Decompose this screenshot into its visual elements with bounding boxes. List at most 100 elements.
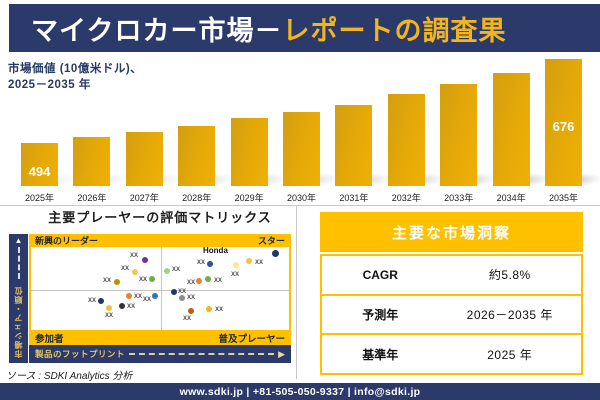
scatter-dot [196, 278, 202, 284]
arrow-right-icon: ▶ [278, 348, 285, 359]
quadrant-label-star: スター [257, 236, 285, 246]
y-axis-dashed-line [17, 247, 20, 279]
horizontal-divider [0, 205, 600, 206]
dot-label: XX [143, 297, 152, 303]
x-axis-tick-label: 2028年 [182, 193, 212, 203]
bar-2026年 [73, 137, 111, 186]
dot-label: XX [134, 294, 143, 300]
dot-label: XX [231, 272, 240, 278]
x-axis-tick-label: 2030年 [286, 193, 317, 203]
quadrant-label-participants: 参加者 [35, 333, 64, 345]
dot-label: XX [88, 298, 97, 304]
bar-2030年 [283, 112, 320, 186]
x-axis-tick-label: 2034年 [496, 193, 526, 203]
insights-title: 主要な市場洞察 [391, 224, 511, 242]
scatter-dot [179, 295, 185, 301]
dot-label: XX [172, 267, 181, 273]
dot-label: XX [187, 295, 196, 301]
scatter-dot [233, 262, 239, 268]
row-label: 予測年 [362, 308, 399, 322]
x-axis-dashed-line [129, 353, 275, 355]
scatter-dot [152, 293, 158, 299]
scatter-dot [164, 268, 170, 274]
row-label: 基準年 [362, 347, 399, 362]
bar-2035年: 676 [545, 59, 582, 186]
scatter-dot-honda [271, 249, 279, 257]
quadrant-label-pervasive-players: 普及プレーヤー [218, 333, 285, 345]
scatter-dot [106, 305, 112, 311]
matrix-x-axis: 製品のフットプリント ▶ [29, 345, 291, 363]
matrix-top-band: 新興のリーダー スター [29, 234, 291, 247]
footer-bar: www.sdki.jp | +81-505-050-9337 | info@sd… [0, 383, 600, 400]
row-value: 約5.8% [488, 268, 531, 283]
x-axis-tick-label: 2026年 [77, 193, 107, 203]
scatter-dot [246, 258, 252, 264]
scatter-dot [205, 276, 211, 282]
quadrant-line-horizontal [31, 290, 289, 291]
scatter-dot [171, 289, 177, 295]
scatter-dot [142, 257, 148, 263]
scatter-dot [207, 261, 213, 267]
bar-2028年 [178, 126, 216, 186]
dot-label: XX [214, 278, 223, 284]
x-axis-tick-label: 2032年 [391, 193, 421, 203]
bar-2025年: 494 [21, 143, 58, 186]
dot-label: XX [197, 260, 206, 266]
footer-contact-text: www.sdki.jp | +81-505-050-9337 | info@sd… [179, 385, 421, 398]
x-axis-tick-label: 2029年 [234, 193, 264, 203]
bar-2027年 [125, 132, 163, 186]
matrix-frame: 新興のリーダー スター XX XX XX XX XX XX XX XX XX XX Honda XX X… [29, 234, 291, 345]
arrow-up-icon: ▲ [14, 236, 23, 245]
bar-2031年 [335, 105, 373, 186]
insights-header: 主要な市場洞察 [320, 212, 583, 252]
matrix-x-axis-label: 製品のフットプリント [35, 349, 126, 359]
matrix-y-axis-label: 市場シェア・順位 [14, 286, 23, 358]
bar-2034年 [492, 73, 530, 186]
bar-value-label: 494 [28, 164, 51, 179]
quadrant-line-vertical [161, 247, 162, 330]
dot-label: XX [105, 313, 114, 319]
x-axis-tick-label: 2031年 [339, 193, 369, 203]
row-value: 2026－2035 年 [466, 308, 553, 322]
dot-label: XX [187, 280, 196, 286]
bar-2029年 [230, 118, 268, 186]
scatter-dot [149, 276, 155, 282]
scatter-dot [98, 298, 104, 304]
bar-2032年 [387, 94, 425, 186]
chart-subtitle: 市場価値 (10億米ドル)、 2025－2035 年 [8, 63, 143, 91]
table-row-cagr: CAGR 約5.8% [322, 256, 581, 296]
matrix-title: 主要プレーヤーの評価マトリックス [48, 210, 272, 225]
x-axis-tick-label: 2033年 [444, 193, 474, 203]
dot-label: XX [103, 278, 112, 284]
scatter-dot [188, 308, 194, 314]
scatter-dot [132, 269, 138, 275]
dot-label: XX [121, 266, 130, 272]
page-title-part1: マイクロカー市場－ [31, 15, 283, 46]
page-title-part2: レポートの調査果 [282, 15, 507, 46]
x-axis-tick-label: 2035年 [548, 193, 579, 203]
scatter-dot [114, 279, 120, 285]
table-row-base-year: 基準年 2025 年 [322, 335, 581, 373]
dot-label: XX [255, 260, 264, 266]
scatter-dot [126, 293, 132, 299]
matrix-plot: XX XX XX XX XX XX XX XX XX XX Honda XX XX XX XX XX XX XX X… [31, 247, 289, 330]
dot-label: XX [139, 277, 148, 283]
dot-label: XX [215, 307, 224, 313]
scatter-dot [206, 306, 212, 312]
honda-label: Honda [203, 247, 228, 255]
x-axis-tick-label: 2025年 [24, 193, 55, 203]
dot-label: XX [183, 316, 192, 322]
scatter-dot [119, 303, 125, 309]
source-note: ソース : SDKI Analytics 分析 [6, 371, 133, 382]
vertical-divider [296, 205, 297, 379]
row-label: CAGR [362, 267, 398, 282]
matrix-bottom-band: 参加者 普及プレーヤー [29, 330, 291, 345]
dot-label: XX [130, 253, 139, 259]
insights-table: CAGR 約5.8% 予測年 2026－2035 年 基準年 2025 年 [320, 254, 583, 375]
matrix-y-axis: ▲ 市場シェア・順位 [9, 234, 28, 363]
row-value: 2025 年 [487, 347, 533, 362]
table-row-forecast-years: 予測年 2026－2035 年 [322, 296, 581, 336]
quadrant-label-emerging-leaders: 新興のリーダー [35, 236, 99, 246]
x-axis-tick-label: 2027年 [129, 193, 159, 203]
